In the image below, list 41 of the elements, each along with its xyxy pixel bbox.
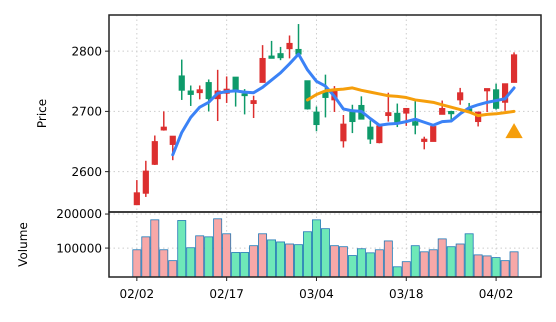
- candlestick: [142, 160, 149, 198]
- candlestick: [152, 134, 158, 166]
- candlestick: [394, 102, 400, 128]
- candlestick: [188, 84, 194, 107]
- x-tick-label: 04/02: [478, 287, 514, 301]
- y-tick-label: 2600: [71, 164, 102, 179]
- candlestick: [196, 84, 203, 100]
- candlestick: [349, 104, 356, 134]
- candlestick: [286, 34, 293, 60]
- y-axis-title: Volume: [16, 222, 30, 267]
- candlestick: [484, 88, 490, 113]
- y-tick-label: 200000: [56, 207, 102, 222]
- candlestick: [376, 125, 382, 144]
- y-tick-label: 100000: [56, 241, 102, 256]
- candlestick: [367, 120, 374, 145]
- candlestick: [412, 100, 418, 136]
- candlestick: [421, 136, 428, 150]
- candlestick: [403, 108, 410, 127]
- candlestick: [134, 179, 140, 206]
- x-tick-label: 03/04: [299, 287, 334, 301]
- candlestick: [430, 126, 436, 142]
- candlestick: [268, 40, 275, 60]
- candlestick: [160, 110, 167, 132]
- candlestick: [385, 92, 392, 122]
- candlestick: [250, 94, 257, 119]
- y-tick-label: 2700: [71, 104, 102, 119]
- candlestick: [439, 100, 446, 116]
- candlestick: [313, 106, 320, 132]
- candlestick: [170, 135, 176, 161]
- candlestick: [232, 76, 239, 108]
- candlestick: [178, 58, 185, 101]
- candlestick: [242, 88, 248, 116]
- candlestick: [457, 87, 464, 106]
- y-axis-title: Price: [35, 98, 49, 128]
- candlestick: [206, 78, 212, 112]
- x-tick-label: 03/18: [388, 287, 424, 301]
- x-tick-label: 02/02: [120, 287, 154, 301]
- candlestick: [340, 114, 347, 148]
- y-tick-label: 2800: [71, 44, 102, 58]
- x-tick-label: 02/17: [209, 287, 244, 301]
- candlestick: [277, 46, 284, 61]
